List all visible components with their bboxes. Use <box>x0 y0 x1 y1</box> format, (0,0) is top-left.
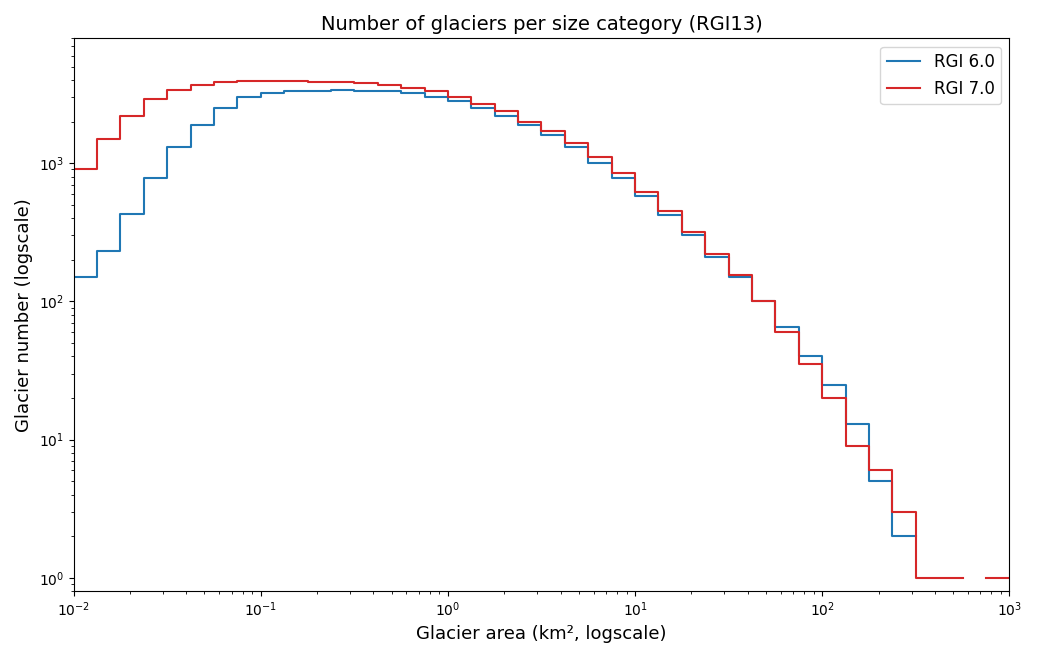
RGI 7.0 <box>676 207 689 215</box>
RGI 7.0 <box>1003 574 1015 582</box>
RGI 6.0 <box>676 211 689 219</box>
Line: RGI 7.0: RGI 7.0 <box>74 82 1009 578</box>
RGI 6.0 <box>628 174 641 182</box>
Line: RGI 6.0: RGI 6.0 <box>74 90 916 536</box>
X-axis label: Glacier area (km², logscale): Glacier area (km², logscale) <box>416 625 667 643</box>
RGI 6.0 <box>699 253 711 261</box>
RGI 7.0 <box>488 99 501 107</box>
RGI 7.0 <box>699 250 711 258</box>
RGI 6.0 <box>628 192 641 200</box>
RGI 7.0 <box>628 188 641 196</box>
RGI 7.0 <box>887 508 899 516</box>
Y-axis label: Glacier number (logscale): Glacier number (logscale) <box>15 198 33 432</box>
RGI 7.0 <box>67 166 80 174</box>
Legend: RGI 6.0, RGI 7.0: RGI 6.0, RGI 7.0 <box>880 47 1001 105</box>
RGI 6.0 <box>488 104 501 112</box>
RGI 6.0 <box>887 532 899 540</box>
RGI 7.0 <box>628 169 641 177</box>
Title: Number of glaciers per size category (RGI13): Number of glaciers per size category (RG… <box>320 15 762 34</box>
RGI 6.0 <box>67 273 80 281</box>
